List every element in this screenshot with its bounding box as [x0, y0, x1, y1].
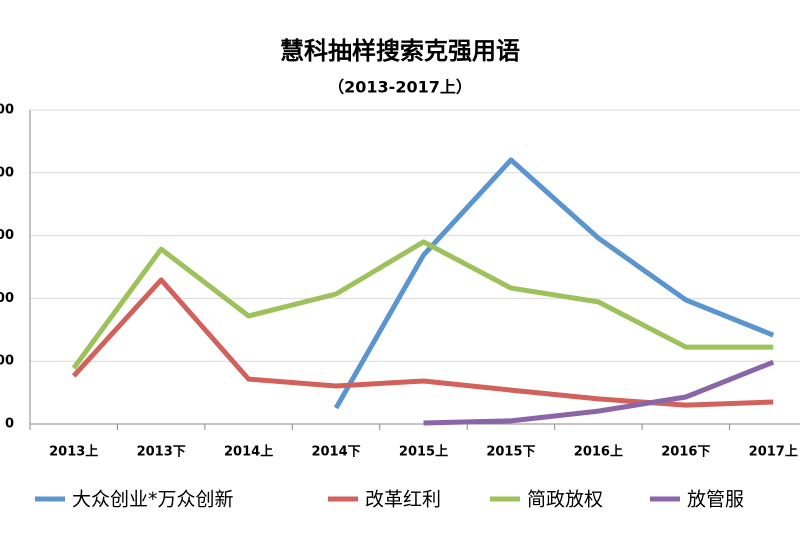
x-tick-label: 2013下	[137, 445, 186, 460]
legend-label: 简政放权	[527, 489, 603, 511]
legend-label: 大众创业*万众创新	[72, 489, 234, 511]
x-tick-label: 2015下	[486, 445, 535, 460]
chart-subtitle: （2013-2017上）	[328, 78, 472, 97]
x-tick-label: 2013上	[49, 445, 98, 460]
x-tick-label: 2016下	[661, 445, 710, 460]
x-tick-label: 2014上	[224, 445, 273, 460]
y-tick-label: 400	[0, 291, 14, 306]
chart-title: 慧科抽样搜索克强用语	[280, 37, 520, 65]
y-tick-label: 1000	[0, 103, 14, 118]
y-tick-label: 600	[0, 228, 14, 243]
y-tick-label: 0	[5, 417, 14, 432]
x-tick-label: 2014下	[311, 445, 360, 460]
legend-label: 改革红利	[365, 489, 441, 511]
series-line	[333, 157, 775, 410]
series-line	[71, 239, 774, 370]
x-tick-label: 2015上	[399, 445, 448, 460]
series-line	[423, 359, 775, 426]
legend-label: 放管服	[687, 489, 744, 511]
x-tick-label: 2017上	[749, 445, 798, 460]
y-tick-label: 800	[0, 165, 14, 180]
x-tick-label: 2016上	[574, 445, 623, 460]
y-tick-label: 200	[0, 354, 14, 369]
